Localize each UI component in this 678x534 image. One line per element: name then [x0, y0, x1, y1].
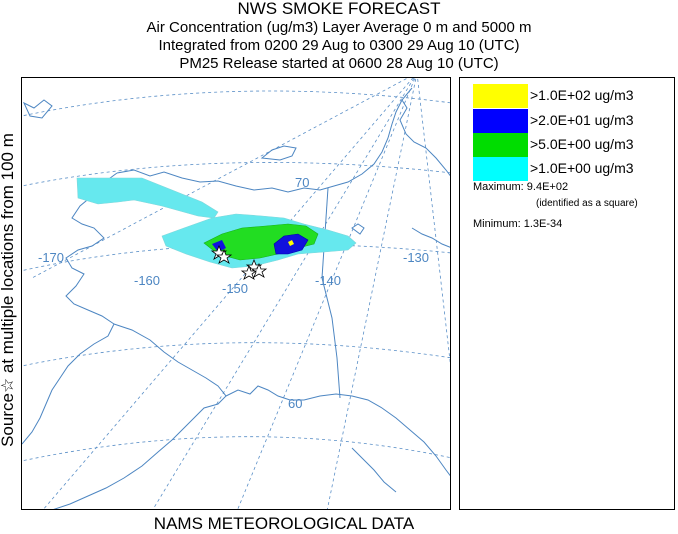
legend-label: >5.0E+00 ug/m3 [530, 136, 634, 152]
source-star-icon [250, 262, 268, 278]
smoke-map: -170 -160 -150 -140 -130 70 60 [21, 77, 451, 510]
meteorological-data-label: NAMS METEOROLOGICAL DATA [153, 514, 415, 533]
legend-label: >1.0E+02 ug/m3 [530, 87, 634, 103]
longitude-label: -160 [134, 273, 160, 288]
latitude-label: 70 [295, 175, 309, 190]
latitude-label: 60 [288, 396, 302, 411]
longitude-label: -170 [38, 250, 64, 265]
longitude-label: -140 [315, 273, 341, 288]
source-star-icon [215, 248, 233, 264]
legend-label: >2.0E+01 ug/m3 [530, 112, 634, 128]
longitude-lines [31, 78, 450, 509]
map-canvas: -170 -160 -150 -140 -130 70 60 [22, 78, 450, 509]
source-markers [210, 244, 268, 280]
plume-green [203, 223, 319, 261]
legend-item: >1.0E+00 ug/m3 [473, 157, 673, 181]
forecast-title: NWS SMOKE FORECAST [237, 0, 441, 18]
latitude-lines [22, 90, 450, 462]
legend-swatch [473, 109, 528, 133]
longitude-label: -130 [403, 250, 429, 265]
plume-yellow [288, 240, 294, 246]
plume-cyan-west [76, 177, 219, 219]
legend-swatch [473, 84, 528, 108]
maximum-value: Maximum: 9.4E+02 [473, 181, 569, 193]
minimum-value: Minimum: 1.3E-34 [473, 218, 563, 230]
source-star-icon [240, 264, 258, 280]
legend-item: >1.0E+02 ug/m3 [473, 84, 673, 108]
legend-item: >5.0E+00 ug/m3 [473, 133, 673, 157]
maximum-note: (identified as a square) [536, 198, 638, 209]
legend-swatch [473, 133, 528, 157]
smoke-plumes [76, 177, 357, 269]
legend-item: >2.0E+01 ug/m3 [473, 109, 673, 133]
source-location-label: Source☆ at multiple locations from 100 m [0, 133, 17, 447]
alaska-coastline [22, 87, 450, 509]
graticule-labels: -170 -160 -150 -140 -130 70 60 [38, 175, 429, 411]
legend-panel: >1.0E+02 ug/m3 >2.0E+01 ug/m3 >5.0E+00 u… [459, 77, 675, 510]
forecast-subtitle-integration: Integrated from 0200 29 Aug to 0300 29 A… [158, 37, 520, 54]
forecast-subtitle-release: PM25 Release started at 0600 28 Aug 10 (… [179, 55, 499, 72]
longitude-label: -150 [222, 281, 248, 296]
forecast-subtitle-concentration: Air Concentration (ug/m3) Layer Average … [146, 19, 532, 36]
legend-label: >1.0E+00 ug/m3 [530, 160, 634, 176]
legend-swatch [473, 157, 528, 181]
